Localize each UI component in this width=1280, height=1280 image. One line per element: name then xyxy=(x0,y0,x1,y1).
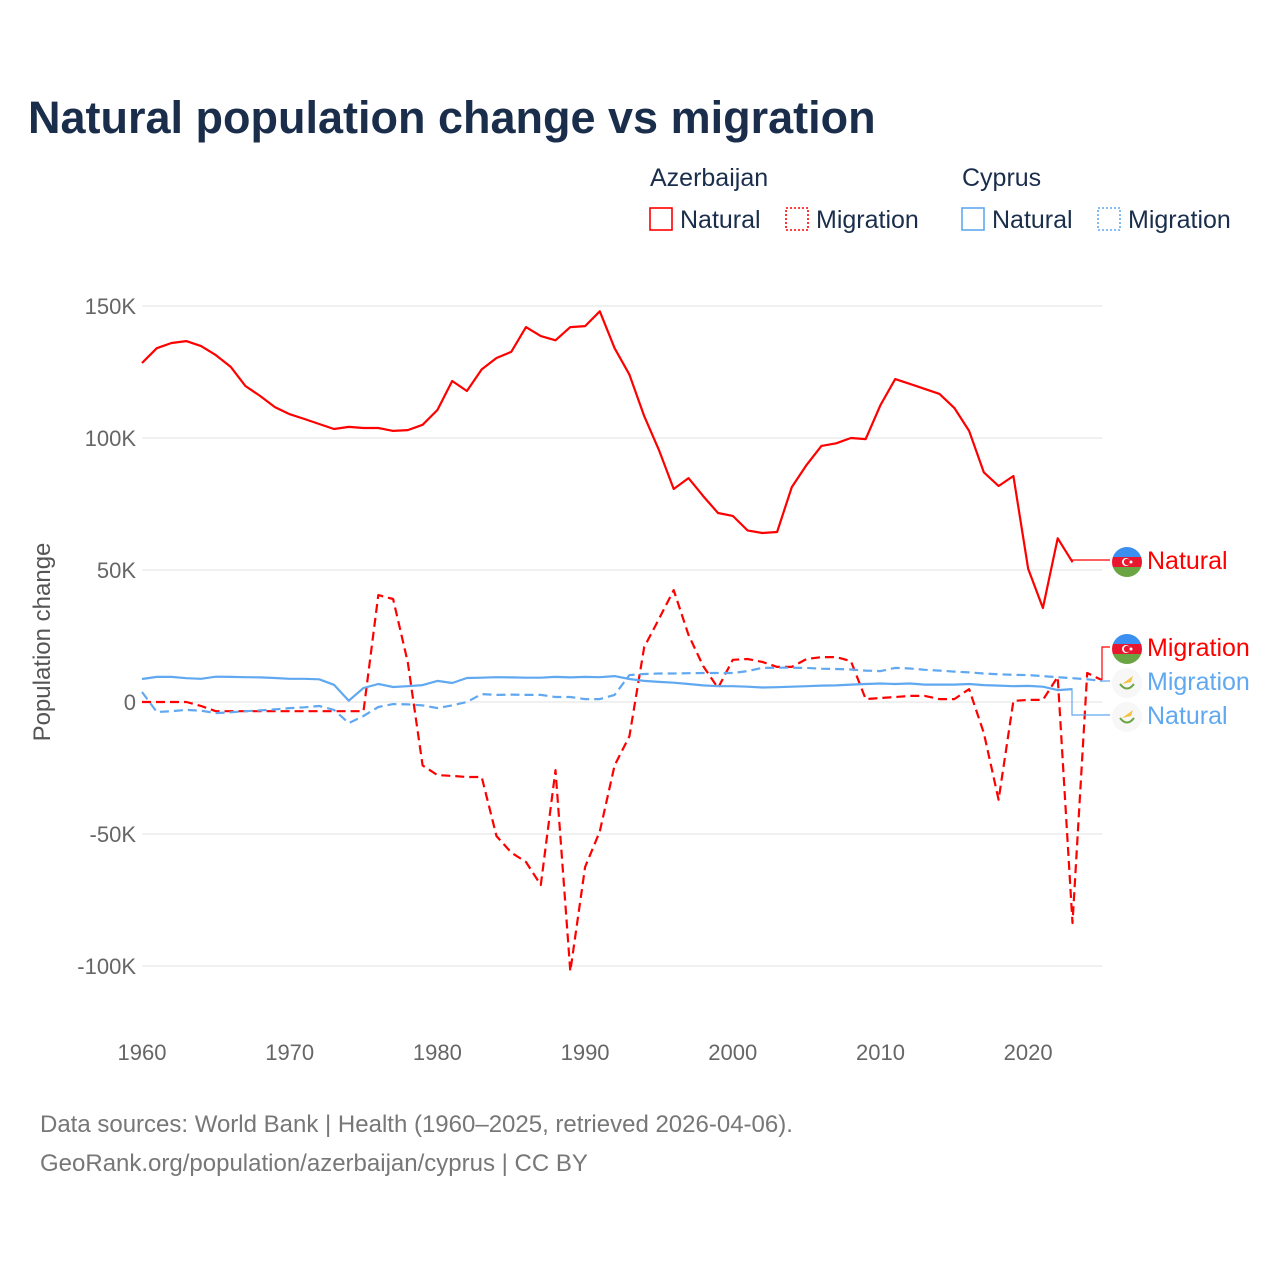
legend-group-title: Cyprus xyxy=(962,164,1041,192)
x-tick-label: 1980 xyxy=(413,1040,462,1065)
y-tick-label: -100K xyxy=(77,954,136,979)
y-axis-label: Population change xyxy=(29,543,56,742)
flag-stripe xyxy=(1112,567,1142,577)
flag-bg xyxy=(1112,702,1142,732)
label-connector xyxy=(1071,688,1110,716)
x-tick-label: 2020 xyxy=(1004,1040,1053,1065)
legend-swatch-migration xyxy=(785,207,809,231)
flag-stripe xyxy=(1112,634,1142,644)
end-labels: Natural Migration Migration Natural xyxy=(1071,547,1250,732)
x-axis: 1960 1970 1980 1990 2000 2010 2020 xyxy=(118,1040,1053,1065)
azerbaijan-flag-icon xyxy=(1112,547,1142,577)
y-tick-label: 150K xyxy=(85,294,137,319)
crescent-cut xyxy=(1123,645,1131,653)
series-lines xyxy=(141,310,1103,973)
end-label: Migration xyxy=(1147,668,1250,696)
grid xyxy=(142,305,1102,967)
legend-item-label: Natural xyxy=(992,206,1073,234)
source-line-1: Data sources: World Bank | Health (1960–… xyxy=(40,1111,793,1138)
y-tick-label: 50K xyxy=(97,558,136,583)
crescent-cut xyxy=(1123,558,1131,566)
legend-group-title: Azerbaijan xyxy=(650,164,768,192)
x-tick-label: 1990 xyxy=(561,1040,610,1065)
olive-branch xyxy=(1119,683,1135,690)
star xyxy=(1129,560,1133,564)
label-connector xyxy=(1101,646,1110,681)
legend-swatch-natural xyxy=(649,207,673,231)
legend-item-label: Natural xyxy=(680,206,761,234)
end-label: Natural xyxy=(1147,547,1228,575)
cyprus-flag-icon xyxy=(1112,702,1142,732)
source-line-2: GeoRank.org/population/azerbaijan/cyprus… xyxy=(40,1150,588,1177)
y-tick-label: 0 xyxy=(124,690,136,715)
island xyxy=(1122,710,1133,718)
end-label: Migration xyxy=(1147,634,1250,662)
azerbaijan-flag-icon xyxy=(1112,634,1142,664)
x-tick-label: 2000 xyxy=(708,1040,757,1065)
legend: Azerbaijan Natural Migration Cyprus Natural M… xyxy=(649,164,1231,234)
y-tick-label: 100K xyxy=(85,426,137,451)
star xyxy=(1129,647,1133,651)
flag-stripe xyxy=(1112,654,1142,664)
island xyxy=(1122,676,1133,684)
flag-bg xyxy=(1112,668,1142,698)
olive-branch xyxy=(1119,717,1135,724)
y-axis: 150K 100K 50K 0 -50K -100K xyxy=(77,294,136,979)
legend-swatch-migration xyxy=(1097,207,1121,231)
flag-stripe xyxy=(1112,547,1142,557)
legend-swatch-natural xyxy=(961,207,985,231)
cyprus-flag-icon xyxy=(1112,668,1142,698)
end-label: Natural xyxy=(1147,702,1228,730)
series-azerbaijan-migration xyxy=(142,588,1103,973)
x-tick-label: 1970 xyxy=(265,1040,314,1065)
label-connector xyxy=(1071,559,1110,563)
legend-item-label: Migration xyxy=(1128,206,1231,234)
series-cyprus-natural xyxy=(141,674,1073,702)
chart-title: Natural population change vs migration xyxy=(28,92,876,143)
series-cyprus-migration xyxy=(141,666,1103,725)
y-tick-label: -50K xyxy=(90,822,137,847)
x-tick-label: 2010 xyxy=(856,1040,905,1065)
series-azerbaijan-natural xyxy=(141,310,1074,610)
legend-item-label: Migration xyxy=(816,206,919,234)
x-tick-label: 1960 xyxy=(118,1040,167,1065)
